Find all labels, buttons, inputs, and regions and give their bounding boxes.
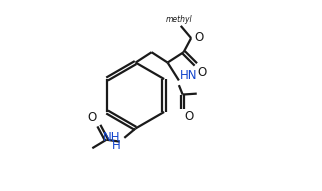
Text: O: O (87, 111, 97, 124)
Text: O: O (198, 66, 207, 79)
Text: O: O (185, 110, 194, 123)
Text: NH: NH (103, 131, 120, 144)
Text: H: H (112, 139, 120, 152)
Text: O: O (194, 31, 204, 44)
Text: methyl: methyl (166, 15, 192, 24)
Text: HN: HN (180, 69, 197, 82)
